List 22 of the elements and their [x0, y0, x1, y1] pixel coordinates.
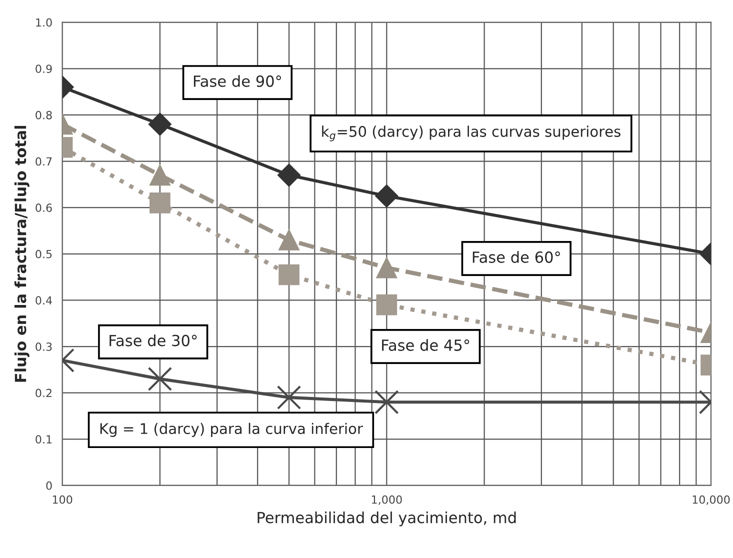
text: Fase de 90°: [194, 75, 282, 87]
y-tick-label: 0.7: [36, 157, 52, 166]
y-tick-label: 0.4: [36, 296, 52, 305]
y-tick-label: 0.3: [36, 342, 52, 351]
x-axis-title: Permeabilidad del yacimiento, md: [258, 511, 516, 526]
y-axis-title: Flujo en la fractura/Flujo total: [14, 126, 30, 382]
y-tick-label: 0.8: [36, 110, 52, 120]
y-tick-label: 0.9: [36, 64, 52, 74]
y-tick-label: 1.0: [36, 18, 52, 27]
series-label: Fase de 30°: [110, 334, 197, 346]
annotation: k$_{g}$=50 (darcy) para las curvas superiores: [322, 126, 620, 142]
y-tick-label: 0.5: [36, 250, 52, 258]
annotation: Kg = 1 (darcy) para la curva inferior: [100, 422, 363, 437]
y-tick-label: 0.1: [36, 435, 52, 444]
y-tick-label: 0.2: [36, 388, 52, 398]
series-label: Fase de 45°: [382, 339, 470, 351]
x-tick-label: 1,000: [372, 495, 402, 505]
series-label: Fase de 60°: [472, 251, 560, 263]
x-tick-label: 10,000: [692, 495, 730, 505]
y-tick-label: 0: [46, 481, 52, 490]
y-tick-label: 0.6: [36, 204, 52, 212]
x-tick-label: 100: [52, 495, 72, 504]
